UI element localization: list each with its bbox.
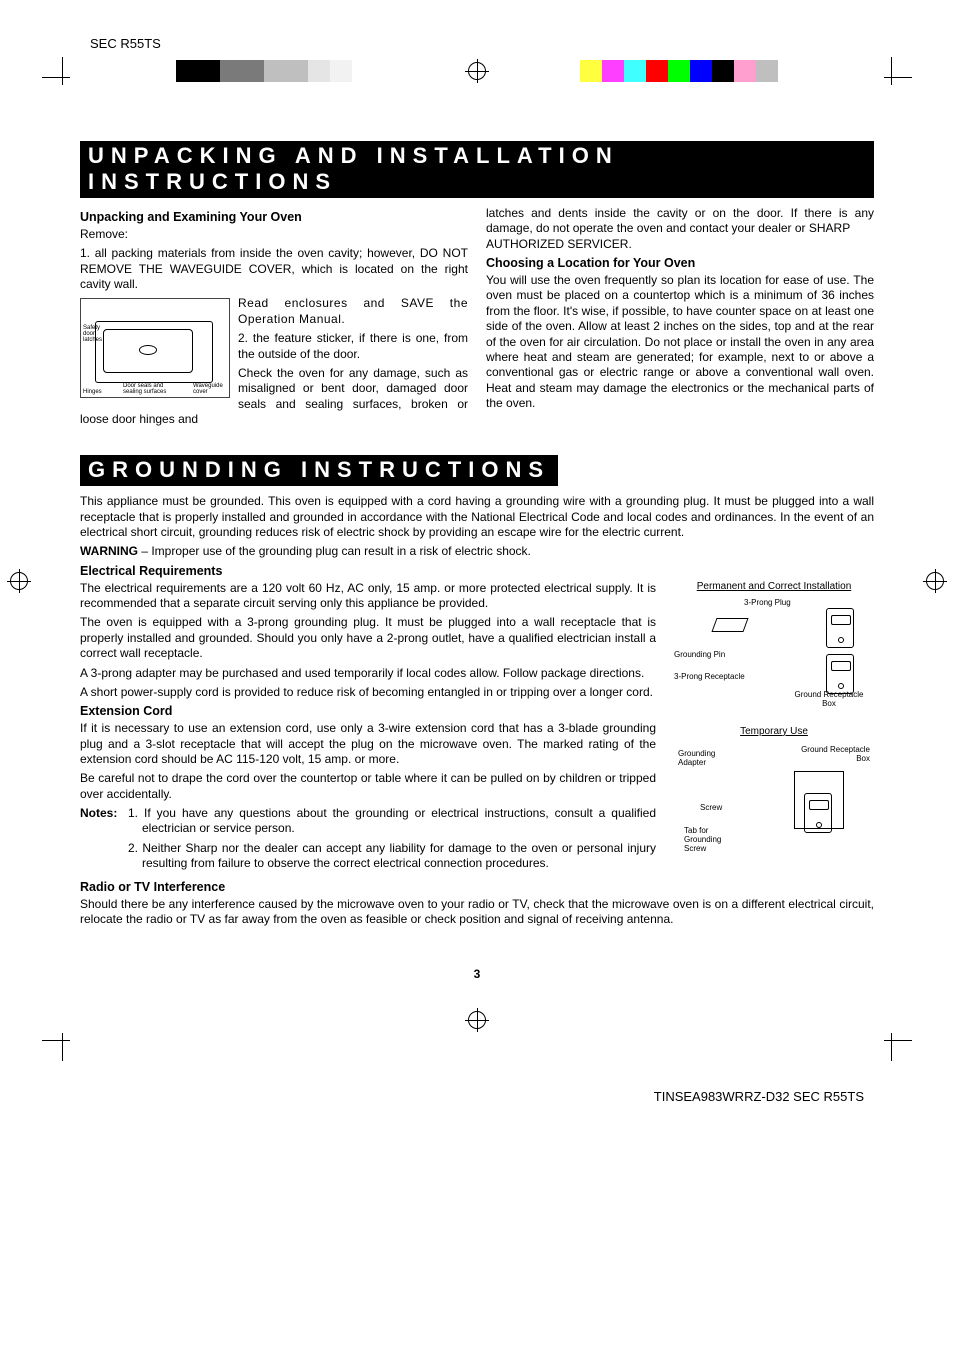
page-number: 3 <box>80 967 874 981</box>
color-swatch <box>734 60 756 82</box>
crop-mark-bottom-right <box>872 1033 912 1061</box>
figure2-title: Temporary Use <box>674 726 874 737</box>
color-swatch <box>352 60 374 82</box>
text-grounding-intro: This appliance must be grounded. This ov… <box>80 494 874 540</box>
outlet-icon <box>804 793 832 833</box>
text-note1: 1. If you have any questions about the g… <box>128 806 656 837</box>
text-warning: WARNING – Improper use of the grounding … <box>80 544 874 559</box>
text-note2: 2. Neither Sharp nor the dealer can acce… <box>128 841 656 872</box>
figure-permanent-install: Permanent and Correct Installation 3-Pro… <box>674 581 874 708</box>
text-elec-p1: The electrical requirements are a 120 vo… <box>80 581 656 612</box>
column-left: Unpacking and Examining Your Oven Remove… <box>80 206 468 431</box>
figure1-title: Permanent and Correct Installation <box>674 581 874 592</box>
fig1-label-pin: Grounding Pin <box>674 650 725 659</box>
crop-mark-top-right <box>872 57 912 85</box>
text-latches-cont: latches and dents inside the cavity or o… <box>486 206 874 237</box>
color-swatch <box>220 60 242 82</box>
document-body: UNPACKING AND INSTALLATION INSTRUCTIONS … <box>72 141 882 981</box>
color-swatch <box>756 60 778 82</box>
color-bar <box>580 60 778 82</box>
heading-location: Choosing a Location for Your Oven <box>486 256 874 270</box>
color-swatch <box>330 60 352 82</box>
fig2-label-screw: Screw <box>700 803 722 812</box>
color-swatch <box>176 60 198 82</box>
grounding-text-column: The electrical requirements are a 120 vo… <box>80 581 656 897</box>
fig1-label-box: Ground Receptacle Box <box>794 690 864 708</box>
color-swatch <box>580 60 602 82</box>
grounding-figures-column: Permanent and Correct Installation 3-Pro… <box>674 581 874 897</box>
text-elec-p3: A 3-prong adapter may be purchased and u… <box>80 666 656 681</box>
text-ext-p2: Be careful not to drape the cord over th… <box>80 771 656 802</box>
text-radio: Should there be any interference caused … <box>80 897 874 928</box>
crop-mark-top-left <box>42 57 82 85</box>
registration-mark-left <box>10 572 28 590</box>
section-title-unpacking: UNPACKING AND INSTALLATION INSTRUCTIONS <box>80 141 874 198</box>
color-swatch <box>602 60 624 82</box>
figure-temporary-use: Temporary Use Grounding Adapter Ground R… <box>674 726 874 853</box>
text-ext-p1: If it is necessary to use an extension c… <box>80 721 656 767</box>
diagram-label-hinges: Hinges <box>83 389 102 395</box>
fig2-label-tab: Tab for Grounding Screw <box>684 826 744 853</box>
plug-icon <box>714 612 754 636</box>
text-remove: Remove: <box>80 227 468 242</box>
text-servicer: AUTHORIZED SERVICER. <box>486 237 874 252</box>
color-swatch <box>308 60 330 82</box>
crop-mark-bottom-left <box>42 1033 82 1061</box>
top-registration-row <box>42 57 912 85</box>
notes-label: Notes: <box>80 806 128 875</box>
diagram-label-waveguide: Waveguide cover <box>193 383 227 395</box>
oven-diagram: Safety door latches Hinges Door seals an… <box>80 298 230 398</box>
text-elec-p2: The oven is equipped with a 3-prong grou… <box>80 615 656 661</box>
color-swatch <box>668 60 690 82</box>
registration-mark-bottom-icon <box>468 1011 486 1029</box>
fig1-label-plug: 3-Prong Plug <box>744 598 791 607</box>
color-swatch <box>690 60 712 82</box>
color-swatch <box>264 60 286 82</box>
footer-doc-id: TINSEA983WRRZ-D32 SEC R55TS <box>72 1089 864 1104</box>
color-swatch <box>712 60 734 82</box>
column-right: latches and dents inside the cavity or o… <box>486 206 874 431</box>
color-swatch <box>624 60 646 82</box>
registration-mark-right <box>926 572 944 590</box>
diagram-label-latches: Safety door latches <box>83 325 109 343</box>
fig2-label-adapter: Grounding Adapter <box>678 749 722 767</box>
fig1-label-recept: 3-Prong Receptacle <box>674 672 745 681</box>
color-swatch <box>646 60 668 82</box>
notes-block: Notes: 1. If you have any questions abou… <box>80 806 656 875</box>
heading-unpacking: Unpacking and Examining Your Oven <box>80 210 468 224</box>
text-location: You will use the oven frequently so plan… <box>486 273 874 411</box>
header-model: SEC R55TS <box>90 36 882 51</box>
section-title-grounding: GROUNDING INSTRUCTIONS <box>80 455 558 486</box>
outlet-icon <box>826 654 854 694</box>
color-swatch <box>286 60 308 82</box>
registration-mark-icon <box>468 62 486 80</box>
text-elec-p4: A short power-supply cord is provided to… <box>80 685 656 700</box>
heading-extension: Extension Cord <box>80 704 656 718</box>
two-column-layout: Unpacking and Examining Your Oven Remove… <box>80 206 874 431</box>
outlet-icon <box>826 608 854 648</box>
fig2-label-box: Ground Receptacle Box <box>800 745 870 763</box>
bottom-registration-row <box>42 1033 912 1061</box>
heading-radio: Radio or TV Interference <box>80 880 656 894</box>
color-swatch <box>242 60 264 82</box>
color-swatch <box>198 60 220 82</box>
heading-electrical: Electrical Requirements <box>80 564 874 578</box>
gray-ramp-bar <box>176 60 374 82</box>
text-step1: 1. all packing materials from inside the… <box>80 246 468 292</box>
diagram-label-seals: Door seals and sealing surfaces <box>123 383 173 395</box>
